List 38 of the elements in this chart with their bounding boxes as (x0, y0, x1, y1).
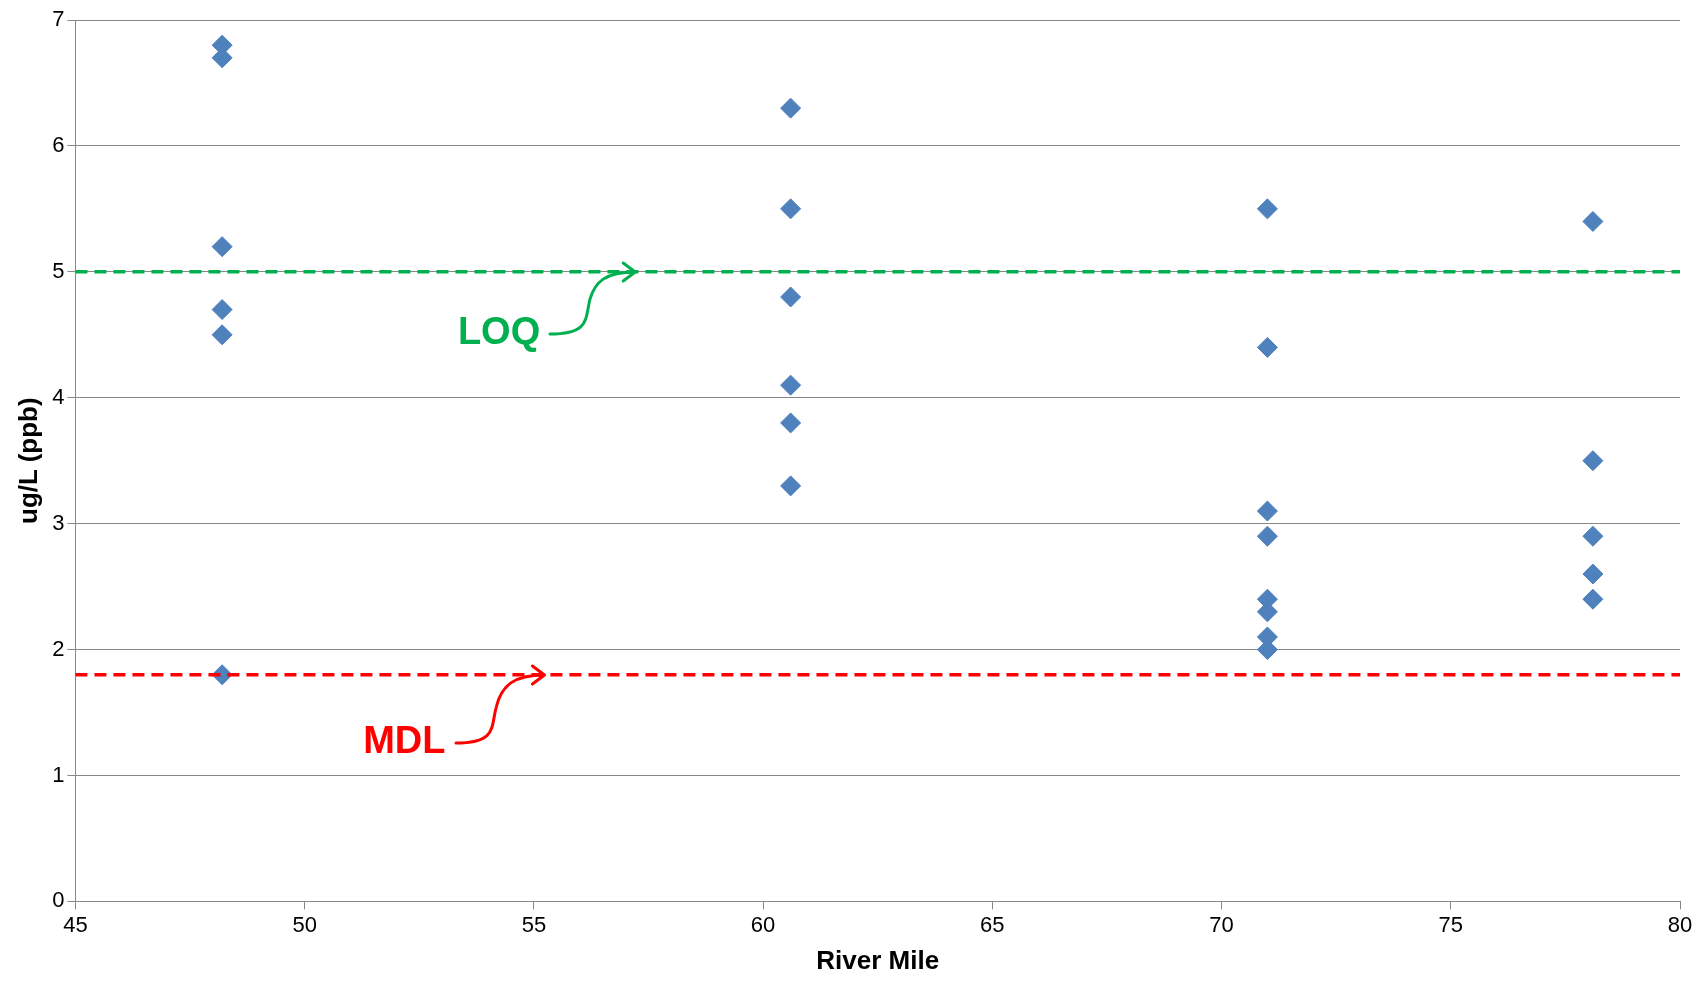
point (780, 198, 802, 220)
point (780, 286, 802, 308)
x-tick-label: 50 (292, 911, 317, 937)
y-tick-label: 7 (52, 6, 65, 32)
y-tick-label: 4 (52, 383, 65, 409)
point (780, 412, 802, 434)
point (1256, 336, 1278, 358)
point (780, 475, 802, 497)
point (211, 324, 233, 346)
point (1256, 198, 1278, 220)
x-tick-label: 60 (750, 911, 776, 937)
point (211, 299, 233, 321)
point (1256, 500, 1278, 522)
point (1582, 588, 1604, 610)
y-tick-label: 5 (52, 257, 65, 283)
point (780, 97, 802, 119)
y-tick-label: 3 (52, 509, 65, 535)
ref-line-label: MDL (363, 719, 446, 762)
y-tick-label: 2 (52, 635, 65, 661)
point (1582, 525, 1604, 547)
point (780, 374, 802, 396)
x-tick-label: 65 (980, 911, 1005, 937)
point (1582, 450, 1604, 472)
point (1582, 563, 1604, 585)
point (211, 236, 233, 258)
point (1582, 210, 1604, 232)
x-tick-label: 75 (1438, 911, 1464, 937)
y-tick-label: 1 (52, 761, 65, 787)
x-axis-title: River Mile (816, 944, 940, 975)
x-tick-label: 70 (1209, 911, 1234, 937)
x-tick-label: 45 (63, 911, 88, 937)
point (1256, 525, 1278, 547)
x-tick-label: 55 (521, 911, 547, 937)
y-tick-label: 6 (52, 131, 65, 157)
y-axis-title: ug/L (ppb) (12, 397, 43, 524)
x-tick-label: 80 (1667, 911, 1693, 937)
y-tick-label: 0 (52, 887, 65, 913)
ref-line-label: LOQ (457, 310, 541, 353)
